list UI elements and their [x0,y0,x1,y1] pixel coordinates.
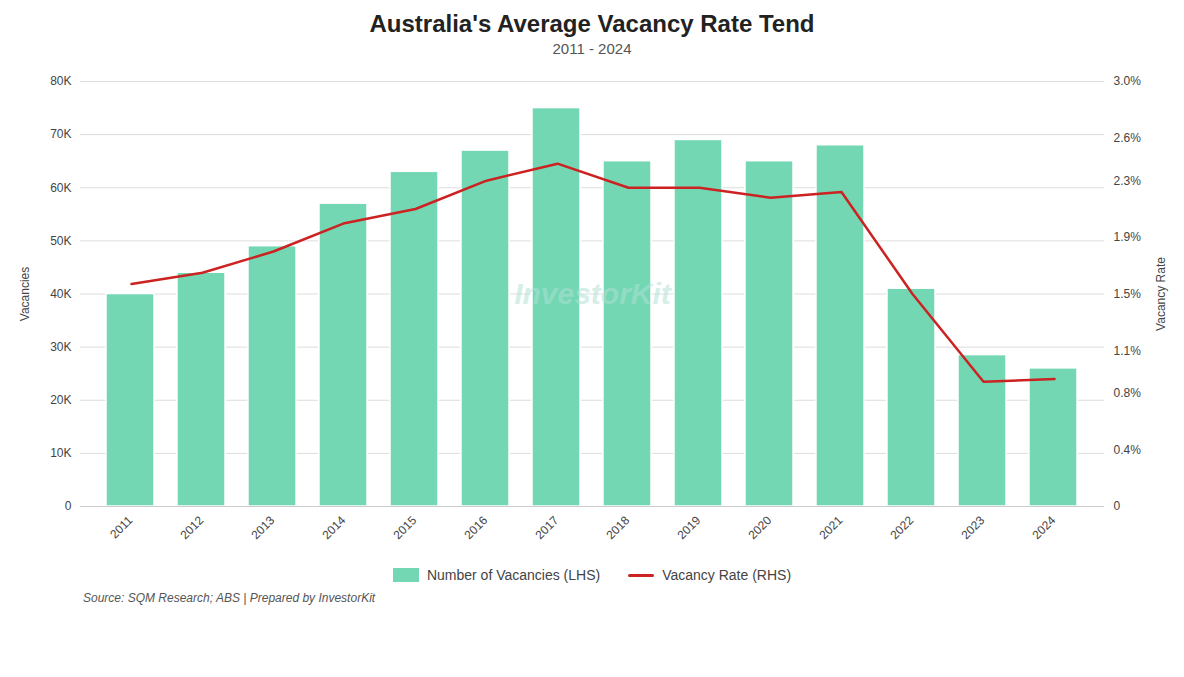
svg-text:2014: 2014 [320,513,349,542]
html-text:Source: SQM Research; ABS | Pr: Source: SQM Research; ABS | Prepared by … [83,591,376,605]
svg-text:2018: 2018 [604,513,633,542]
svg-text:20K: 20K [50,393,71,407]
svg-text:0: 0 [1114,499,1121,513]
svg-text:0.4%: 0.4% [1114,443,1142,457]
svg-text:0: 0 [65,499,72,513]
svg-text:InvestorKit: InvestorKit [514,277,673,310]
svg-text:2017: 2017 [533,513,562,542]
html-text:Australia's Average Vacancy Ra: Australia's Average Vacancy Rate Tend [369,10,815,37]
svg-text:80K: 80K [50,74,71,88]
svg-text:1.9%: 1.9% [1114,230,1142,244]
svg-text:Vacancies: Vacancies [18,267,32,321]
svg-text:2012: 2012 [178,513,207,542]
svg-text:30K: 30K [50,340,71,354]
svg-text:10K: 10K [50,446,71,460]
svg-text:70K: 70K [50,127,71,141]
svg-text:1.5%: 1.5% [1114,287,1142,301]
svg-text:2.6%: 2.6% [1114,131,1142,145]
svg-text:2022: 2022 [888,513,917,542]
svg-text:2020: 2020 [746,513,775,542]
svg-text:40K: 40K [50,287,71,301]
svg-text:50K: 50K [50,234,71,248]
svg-text:2023: 2023 [959,513,988,542]
svg-text:3.0%: 3.0% [1114,74,1142,88]
svg-text:2015: 2015 [391,513,420,542]
svg-text:2019: 2019 [675,513,704,542]
svg-text:2011: 2011 [107,513,135,541]
svg-text:Vacancy Rate: Vacancy Rate [1154,257,1168,331]
svg-text:60K: 60K [50,181,71,195]
svg-text:2013: 2013 [249,513,278,542]
svg-text:1.1%: 1.1% [1114,344,1142,358]
svg-text:2024: 2024 [1030,513,1059,542]
svg-text:2021: 2021 [817,513,846,542]
svg-text:2.3%: 2.3% [1114,174,1142,188]
svg-text:2016: 2016 [462,513,491,542]
svg-text:0.8%: 0.8% [1114,386,1142,400]
html-text:Vacancy Rate (RHS): Vacancy Rate (RHS) [662,567,792,583]
html-text:2011 - 2024: 2011 - 2024 [552,40,632,57]
html-text:Number of Vacancies (LHS): Number of Vacancies (LHS) [426,567,601,583]
